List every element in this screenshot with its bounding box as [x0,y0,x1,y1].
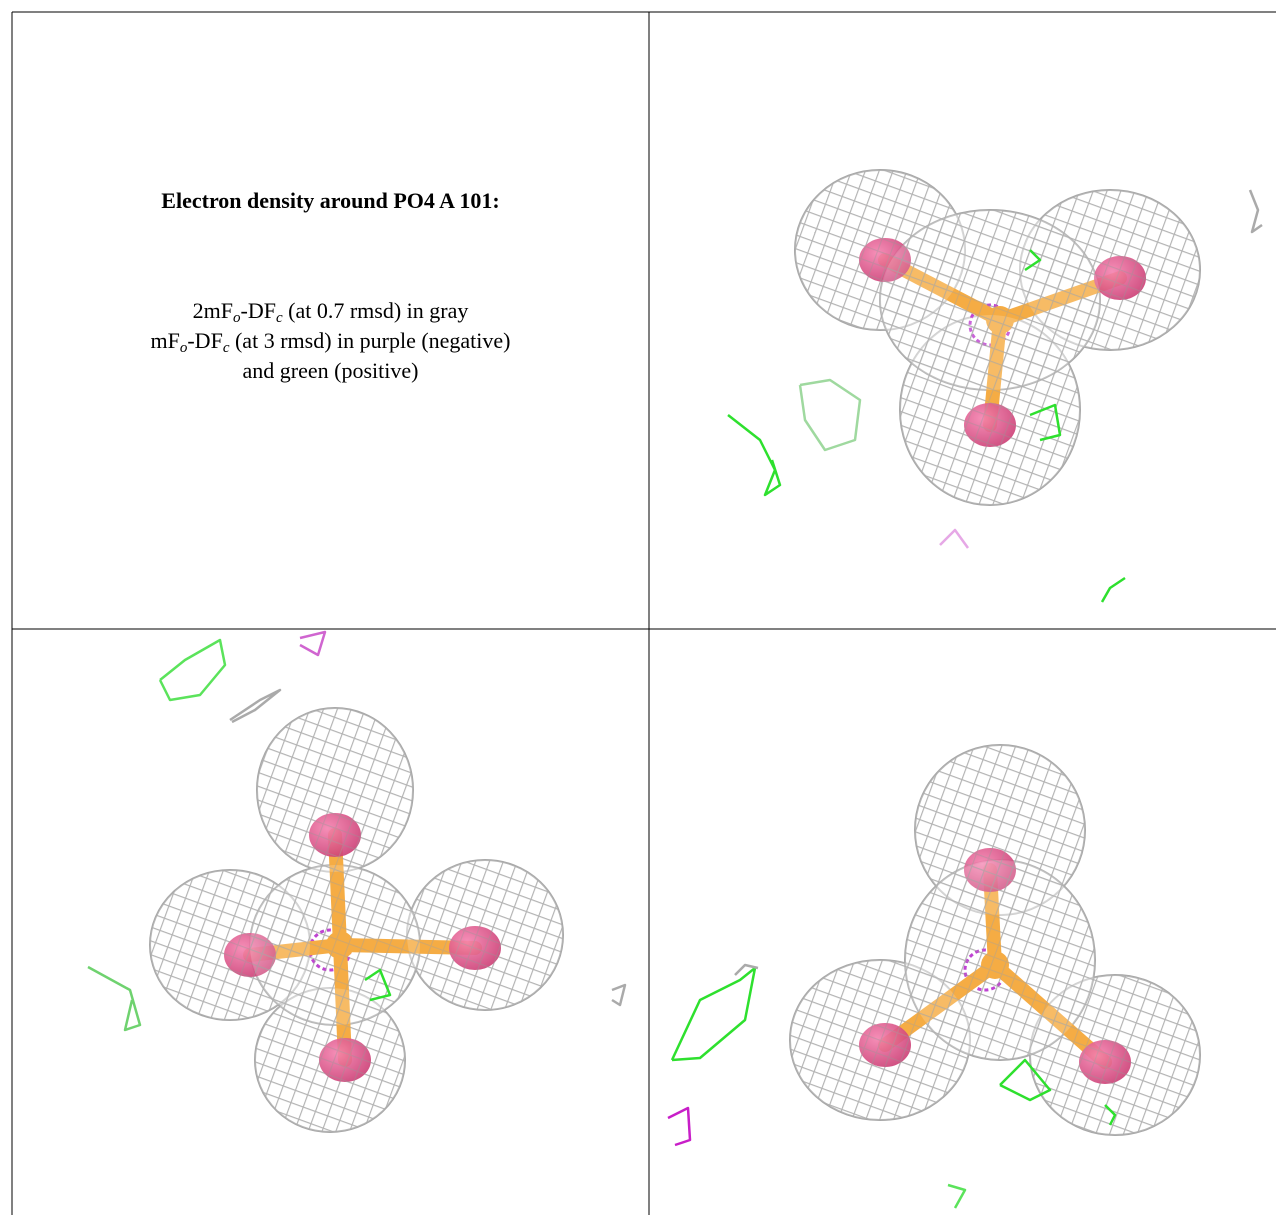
page: Electron density around PO4 A 101: 2mFo-… [0,0,1276,1215]
map-fragment [672,968,755,1060]
figure-title: Electron density around PO4 A 101: [12,188,649,214]
caption-subscript: c [276,310,283,326]
map-fragment [300,632,325,655]
map-fragment [612,985,625,1005]
caption-text: -DF [187,328,222,353]
caption-text: (at 0.7 rmsd) in gray [283,298,469,323]
caption-line: 2mFo-DFc (at 0.7 rmsd) in gray [12,298,649,331]
density-mesh-front [407,860,563,1010]
caption-text: and green (positive) [243,358,419,383]
density-mesh-front [905,860,1095,1060]
caption-text: mF [151,328,180,353]
map-fragment [800,380,860,450]
caption-text: (at 3 rmsd) in purple (negative) [229,328,510,353]
map-fragment [940,530,968,548]
caption-line: mFo-DFc (at 3 rmsd) in purple (negative) [12,328,649,361]
map-fragment [948,1185,965,1208]
map-fragment [230,690,280,722]
map-fragment [668,1108,690,1145]
caption-line: and green (positive) [12,358,649,384]
map-fragment [160,640,225,700]
density-mesh-front [257,708,413,872]
caption-text: 2mF [193,298,233,323]
map-fragment [1102,578,1125,602]
map-fragment [728,415,780,495]
map-fragment [88,967,140,1030]
density-mesh-front [880,210,1100,390]
caption-text: -DF [241,298,276,323]
density-mesh-front [250,865,420,1025]
caption-subscript: o [233,310,241,326]
map-fragment [1250,190,1262,232]
caption-cell: Electron density around PO4 A 101: 2mFo-… [12,12,649,629]
